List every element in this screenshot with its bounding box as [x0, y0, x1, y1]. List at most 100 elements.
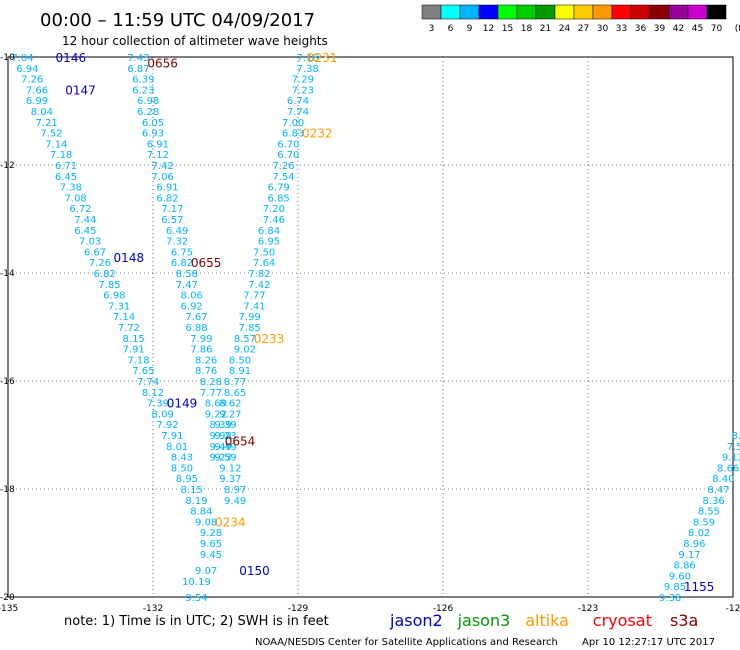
wave-height-value: 8.04	[31, 107, 53, 118]
track-id-label: 0148	[114, 251, 145, 265]
wave-height-value: 9.45	[200, 550, 222, 561]
wave-height-value: 8.62	[219, 399, 241, 410]
wave-height-value: 6.74	[287, 96, 309, 107]
wave-height-value: 7.46	[263, 215, 285, 226]
wave-height-value: 6.82	[171, 258, 193, 269]
wave-height-value: 7.99	[190, 334, 212, 345]
track-id-label: 0150	[239, 564, 270, 578]
y-tick-label: -10	[0, 53, 15, 63]
wave-height-value: 7.64	[253, 258, 275, 269]
plot-frame	[7, 56, 734, 598]
track-id-labels: 0146 0147 0656 0231 0232 0148 0655 0233 0149 0654…	[56, 51, 715, 594]
y-tick-label: -12	[0, 161, 15, 171]
colorbar-label: 9	[467, 24, 473, 34]
wave-height-value: 6.98	[137, 96, 159, 107]
wave-height-value: 8.86	[674, 561, 696, 572]
chart-title: 00:00 – 11:59 UTC 04/09/2017	[40, 10, 315, 31]
footer-note: note: 1) Time is in UTC; 2) SWH is in fe…	[64, 614, 329, 629]
wave-height-value: 8.47	[707, 485, 729, 496]
wave-height-value: 8.59	[693, 517, 715, 528]
colorbar-label: 42	[673, 24, 684, 34]
footer-credit: NOAA/NESDIS Center for Satellite Applica…	[255, 637, 558, 648]
wave-height-value: 9.22	[205, 409, 227, 420]
wave-height-value: 9.12	[219, 463, 241, 474]
wave-height-value: 7.17	[161, 204, 183, 215]
wave-height-value: 9.49	[214, 442, 236, 453]
colorbar-label: 24	[559, 24, 571, 34]
wave-height-value: 8.97	[224, 485, 246, 496]
colorbar-label: 6	[448, 24, 454, 34]
wave-height-value: 8.91	[229, 366, 251, 377]
wave-height-value: 8.96	[683, 539, 705, 550]
wave-height-value: 7.92	[156, 420, 178, 431]
wave-height-value: 8.01	[166, 442, 188, 453]
track-id-label: 0656	[147, 56, 178, 70]
colorbar-label: 45	[692, 24, 703, 34]
wave-height-value: 7.12	[147, 150, 169, 161]
wave-height-value: 6.70	[277, 150, 299, 161]
wave-height-value: 9.98	[210, 431, 232, 442]
wave-height-value: 6.45	[55, 172, 77, 183]
track-id-label: 0654	[225, 434, 256, 448]
wave-height-value: 9.02	[234, 345, 256, 356]
colorbar-swatch	[687, 4, 708, 20]
colorbar-swatch	[668, 4, 689, 20]
colorbar-swatch	[592, 4, 613, 20]
colorbar-label: 39	[654, 24, 666, 34]
wave-height-value: 6.23	[132, 85, 154, 96]
colorbar-label: 33	[616, 24, 627, 34]
wave-height-value: 9.39	[214, 420, 236, 431]
wave-height-value: 6.79	[268, 183, 290, 194]
wave-height-value: 8.65	[224, 388, 246, 399]
wave-height-value: 8.19	[185, 496, 207, 507]
wave-height-value: 7.18	[127, 355, 149, 366]
wave-height-value: 7.50	[253, 247, 275, 258]
satellite-legend-entry: s3a	[670, 611, 698, 630]
wave-height-value: 7.41	[243, 301, 265, 312]
wave-height-value: 8.76	[195, 366, 217, 377]
colorbar-swatch	[611, 4, 632, 20]
satellite-legend-entry: altika	[525, 611, 569, 630]
wave-height-value: 6.92	[181, 301, 203, 312]
wave-height-value: 7.39	[147, 399, 169, 410]
colorbar-swatch	[516, 4, 537, 20]
wave-height-value: 8.36	[703, 496, 725, 507]
y-tick-label: -16	[0, 377, 15, 387]
track-id-label: 0149	[167, 397, 198, 411]
wave-height-value: 9.23	[210, 453, 232, 464]
wave-height-value: 8.15	[123, 334, 145, 345]
wave-height-value: 9.23	[214, 431, 236, 442]
track-id-label: 0233	[254, 332, 285, 346]
wave-height-value: 6.82	[94, 269, 116, 280]
wave-height-value: 9.08	[195, 517, 217, 528]
wave-height-value: 8.43	[171, 453, 193, 464]
track-id-label: 0146	[56, 51, 87, 65]
wave-height-value: 8.39	[210, 420, 232, 431]
wave-height-value: 8.24	[732, 431, 740, 442]
wave-height-value: 6.45	[74, 226, 96, 237]
wave-height-value: 6.71	[55, 161, 77, 172]
wave-height-value: 9.27	[219, 409, 241, 420]
wave-height-value: 6.70	[277, 139, 299, 150]
colorbar-label: 36	[635, 24, 647, 34]
y-axis-tick-labels: -10 -12 -14 -16 -18 -20	[0, 53, 15, 603]
wave-height-value: 8.50	[171, 463, 193, 474]
wave-height-value: 7.14	[45, 139, 67, 150]
wave-height-value: 9.85	[664, 582, 686, 593]
wave-height-value: 8.09	[152, 409, 174, 420]
wave-height-value: 6.93	[142, 129, 164, 140]
colorbar-swatch	[535, 4, 556, 20]
wave-height-value: 7.72	[118, 323, 140, 334]
wave-height-value: 8.06	[181, 291, 203, 302]
wave-height-value: 8.50	[229, 355, 251, 366]
wave-height-value: 7.38	[60, 183, 82, 194]
colorbar-swatch	[440, 4, 461, 20]
wave-height-value: 8.26	[195, 355, 217, 366]
wave-height-value: 8.02	[688, 528, 710, 539]
wave-height-value: 7.74	[137, 377, 159, 388]
wave-height-value: 7.18	[297, 53, 319, 64]
wave-height-value: 7.47	[176, 280, 198, 291]
colorbar-label: 30	[597, 24, 609, 34]
y-tick-label: -18	[0, 485, 15, 495]
